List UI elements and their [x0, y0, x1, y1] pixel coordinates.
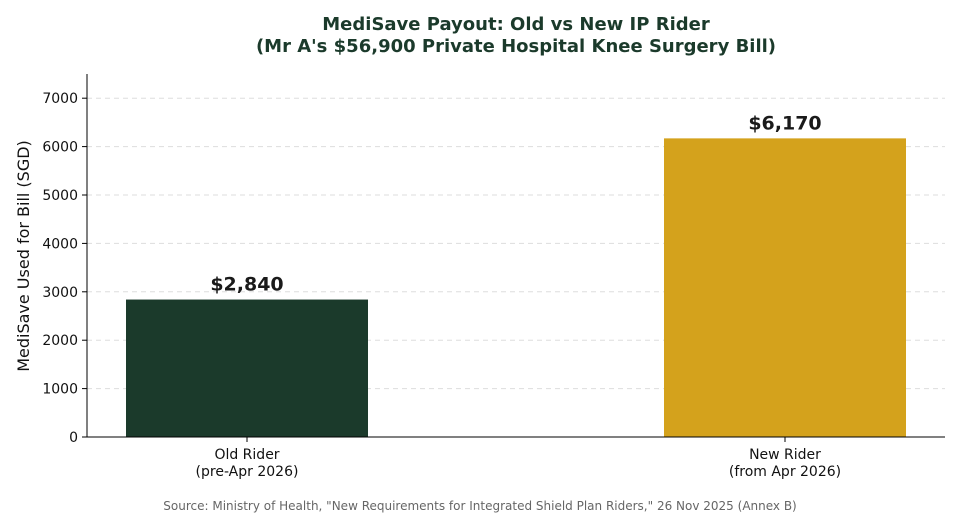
y-axis-ticks: 0 1000 2000 3000 4000 5000 6000 7000 [42, 91, 87, 446]
y-tick-label: 1000 [42, 382, 78, 398]
y-tick-label: 4000 [42, 236, 78, 252]
x-tick-label: Old Rider [214, 447, 279, 463]
source-note: Source: Ministry of Health, "New Require… [163, 499, 796, 513]
y-tick-label: 7000 [42, 91, 78, 107]
x-tick-label: (pre-Apr 2026) [196, 464, 299, 480]
x-axis-ticks: Old Rider(pre-Apr 2026) New Rider(from Ap… [196, 437, 841, 480]
y-tick-label: 6000 [42, 140, 78, 156]
bar-value-label: $2,840 [210, 274, 283, 296]
x-tick-label: (from Apr 2026) [729, 464, 841, 480]
bar-new-rider [664, 138, 906, 437]
x-tick-label: New Rider [749, 447, 821, 463]
data-labels: $2,840 $6,170 [210, 112, 821, 295]
y-axis-label: MediSave Used for Bill (SGD) [14, 140, 33, 372]
y-tick-label: 2000 [42, 333, 78, 349]
bar-old-rider [126, 299, 368, 437]
y-tick-label: 5000 [42, 188, 78, 204]
bar-value-label: $6,170 [748, 112, 821, 134]
y-tick-label: 0 [69, 430, 78, 446]
y-tick-label: 3000 [42, 285, 78, 301]
chart-title-line-2: (Mr A's $56,900 Private Hospital Knee Su… [256, 36, 776, 57]
bars [126, 138, 906, 437]
chart-title-line-1: MediSave Payout: Old vs New IP Rider [322, 14, 710, 35]
